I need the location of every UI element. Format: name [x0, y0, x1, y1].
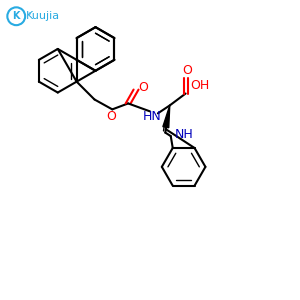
Text: OH: OH — [190, 79, 209, 92]
Polygon shape — [163, 105, 170, 128]
Text: HN: HN — [142, 110, 161, 123]
Text: Kuujia: Kuujia — [26, 11, 60, 21]
Text: O: O — [106, 110, 116, 123]
Text: K: K — [13, 11, 20, 21]
Text: O: O — [138, 81, 148, 94]
Text: NH: NH — [175, 128, 194, 141]
Text: O: O — [183, 64, 193, 77]
Text: °: ° — [27, 13, 31, 19]
